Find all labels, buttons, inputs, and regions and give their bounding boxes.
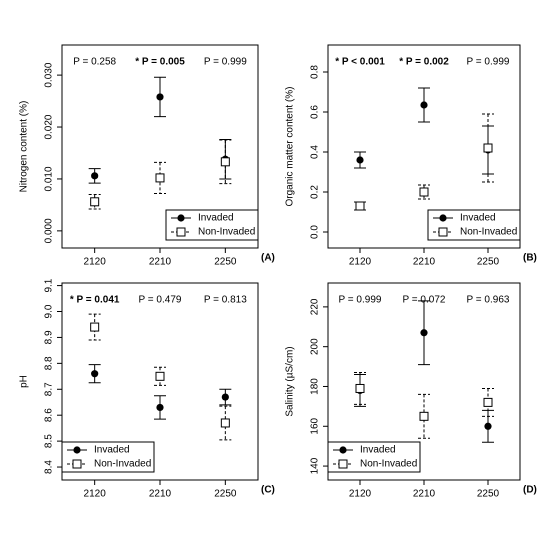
point <box>420 329 428 337</box>
legend-marker <box>338 459 348 469</box>
point <box>355 201 365 211</box>
p-value: P = 0.963 <box>467 295 510 306</box>
y-tick-label: 0.020 <box>44 114 55 139</box>
x-tick-label: 2250 <box>214 257 237 268</box>
point <box>484 422 492 430</box>
point <box>155 371 165 381</box>
point <box>90 322 100 332</box>
legend-label: Invaded <box>360 445 396 456</box>
point <box>420 101 428 109</box>
x-tick-label: 2120 <box>349 257 372 268</box>
legend-label: Non-Invaded <box>460 227 517 238</box>
y-tick-label: 8.9 <box>44 330 55 344</box>
x-tick-label: 2210 <box>149 489 172 500</box>
y-tick-label: 8.5 <box>44 434 55 448</box>
point <box>220 418 230 428</box>
legend-label: Invaded <box>198 213 234 224</box>
p-value: P = 0.999 <box>339 295 382 306</box>
y-tick-label: 0.2 <box>310 185 321 199</box>
p-value: P = 0.072 <box>403 295 446 306</box>
legend-marker <box>439 214 447 222</box>
point <box>156 403 164 412</box>
y-tick-label: 8.7 <box>44 382 55 396</box>
x-tick-label: 2120 <box>84 257 107 268</box>
y-tick-label: 0.4 <box>310 145 321 159</box>
p-value: P = 0.479 <box>139 295 182 306</box>
p-value: P = 0.813 <box>204 295 247 306</box>
point <box>91 172 99 180</box>
point <box>356 156 364 164</box>
y-axis-label: pH <box>19 375 30 388</box>
y-axis-label: Nitrogen content (%) <box>19 101 30 193</box>
p-value: P = 0.258 <box>73 57 116 68</box>
y-tick-label: 9.1 <box>44 278 55 292</box>
p-value: * P = 0.002 <box>399 57 449 68</box>
legend-label: Invaded <box>460 213 496 224</box>
y-tick-label: 0.0 <box>310 225 321 239</box>
x-tick-label: 2250 <box>477 257 500 268</box>
y-tick-label: 200 <box>310 338 321 355</box>
point <box>156 93 164 101</box>
point <box>355 383 365 393</box>
x-tick-label: 2120 <box>349 489 372 500</box>
legend-marker <box>339 446 347 454</box>
legend-label: Non-Invaded <box>198 227 255 238</box>
y-tick-label: 0.000 <box>44 218 55 243</box>
error-bar <box>154 366 166 386</box>
legend-label: Non-Invaded <box>94 459 151 470</box>
y-tick-label: 0.8 <box>310 65 321 79</box>
x-tick-label: 2210 <box>413 257 436 268</box>
x-tick-label: 2250 <box>214 489 237 500</box>
legend-marker <box>73 446 81 454</box>
point <box>419 187 429 197</box>
y-tick-label: 8.8 <box>44 356 55 370</box>
y-tick-label: 8.6 <box>44 408 55 422</box>
panel-label: (B) <box>523 253 537 264</box>
y-tick-label: 9.0 <box>44 304 55 318</box>
legend-marker <box>176 227 186 237</box>
legend-marker <box>177 214 185 222</box>
point <box>90 197 100 207</box>
y-axis-label: Organic matter content (%) <box>285 86 296 206</box>
x-tick-label: 2210 <box>413 489 436 500</box>
p-value: P = 0.999 <box>467 57 510 68</box>
y-tick-label: 160 <box>310 417 321 434</box>
panel-label: (A) <box>261 253 275 264</box>
p-value: * P = 0.005 <box>135 57 185 68</box>
p-value: * P = 0.041 <box>70 295 120 306</box>
legend-label: Invaded <box>94 445 130 456</box>
point <box>221 393 229 401</box>
y-tick-label: 140 <box>310 457 321 474</box>
x-tick-label: 2250 <box>477 489 500 500</box>
panel-label: (C) <box>261 485 275 496</box>
x-tick-label: 2120 <box>84 489 107 500</box>
panel-label: (D) <box>523 485 537 496</box>
y-tick-label: 0.010 <box>44 166 55 191</box>
point <box>419 411 429 421</box>
legend-marker <box>72 459 82 469</box>
point <box>155 173 165 183</box>
y-tick-label: 0.030 <box>44 62 55 87</box>
point <box>483 397 493 407</box>
point <box>220 157 230 167</box>
p-value: * P < 0.001 <box>335 57 385 68</box>
point <box>483 143 493 153</box>
error-bar <box>482 113 494 183</box>
y-tick-label: 0.6 <box>310 105 321 119</box>
legend-marker <box>438 227 448 237</box>
y-axis-label: Salinity (µS/cm) <box>285 346 296 416</box>
p-value: P = 0.999 <box>204 57 247 68</box>
y-tick-label: 180 <box>310 378 321 395</box>
error-bar <box>482 387 494 417</box>
y-tick-label: 220 <box>310 298 321 315</box>
x-tick-label: 2210 <box>149 257 172 268</box>
legend-label: Non-Invaded <box>360 459 417 470</box>
y-tick-label: 8.4 <box>44 460 55 474</box>
point <box>91 370 99 378</box>
